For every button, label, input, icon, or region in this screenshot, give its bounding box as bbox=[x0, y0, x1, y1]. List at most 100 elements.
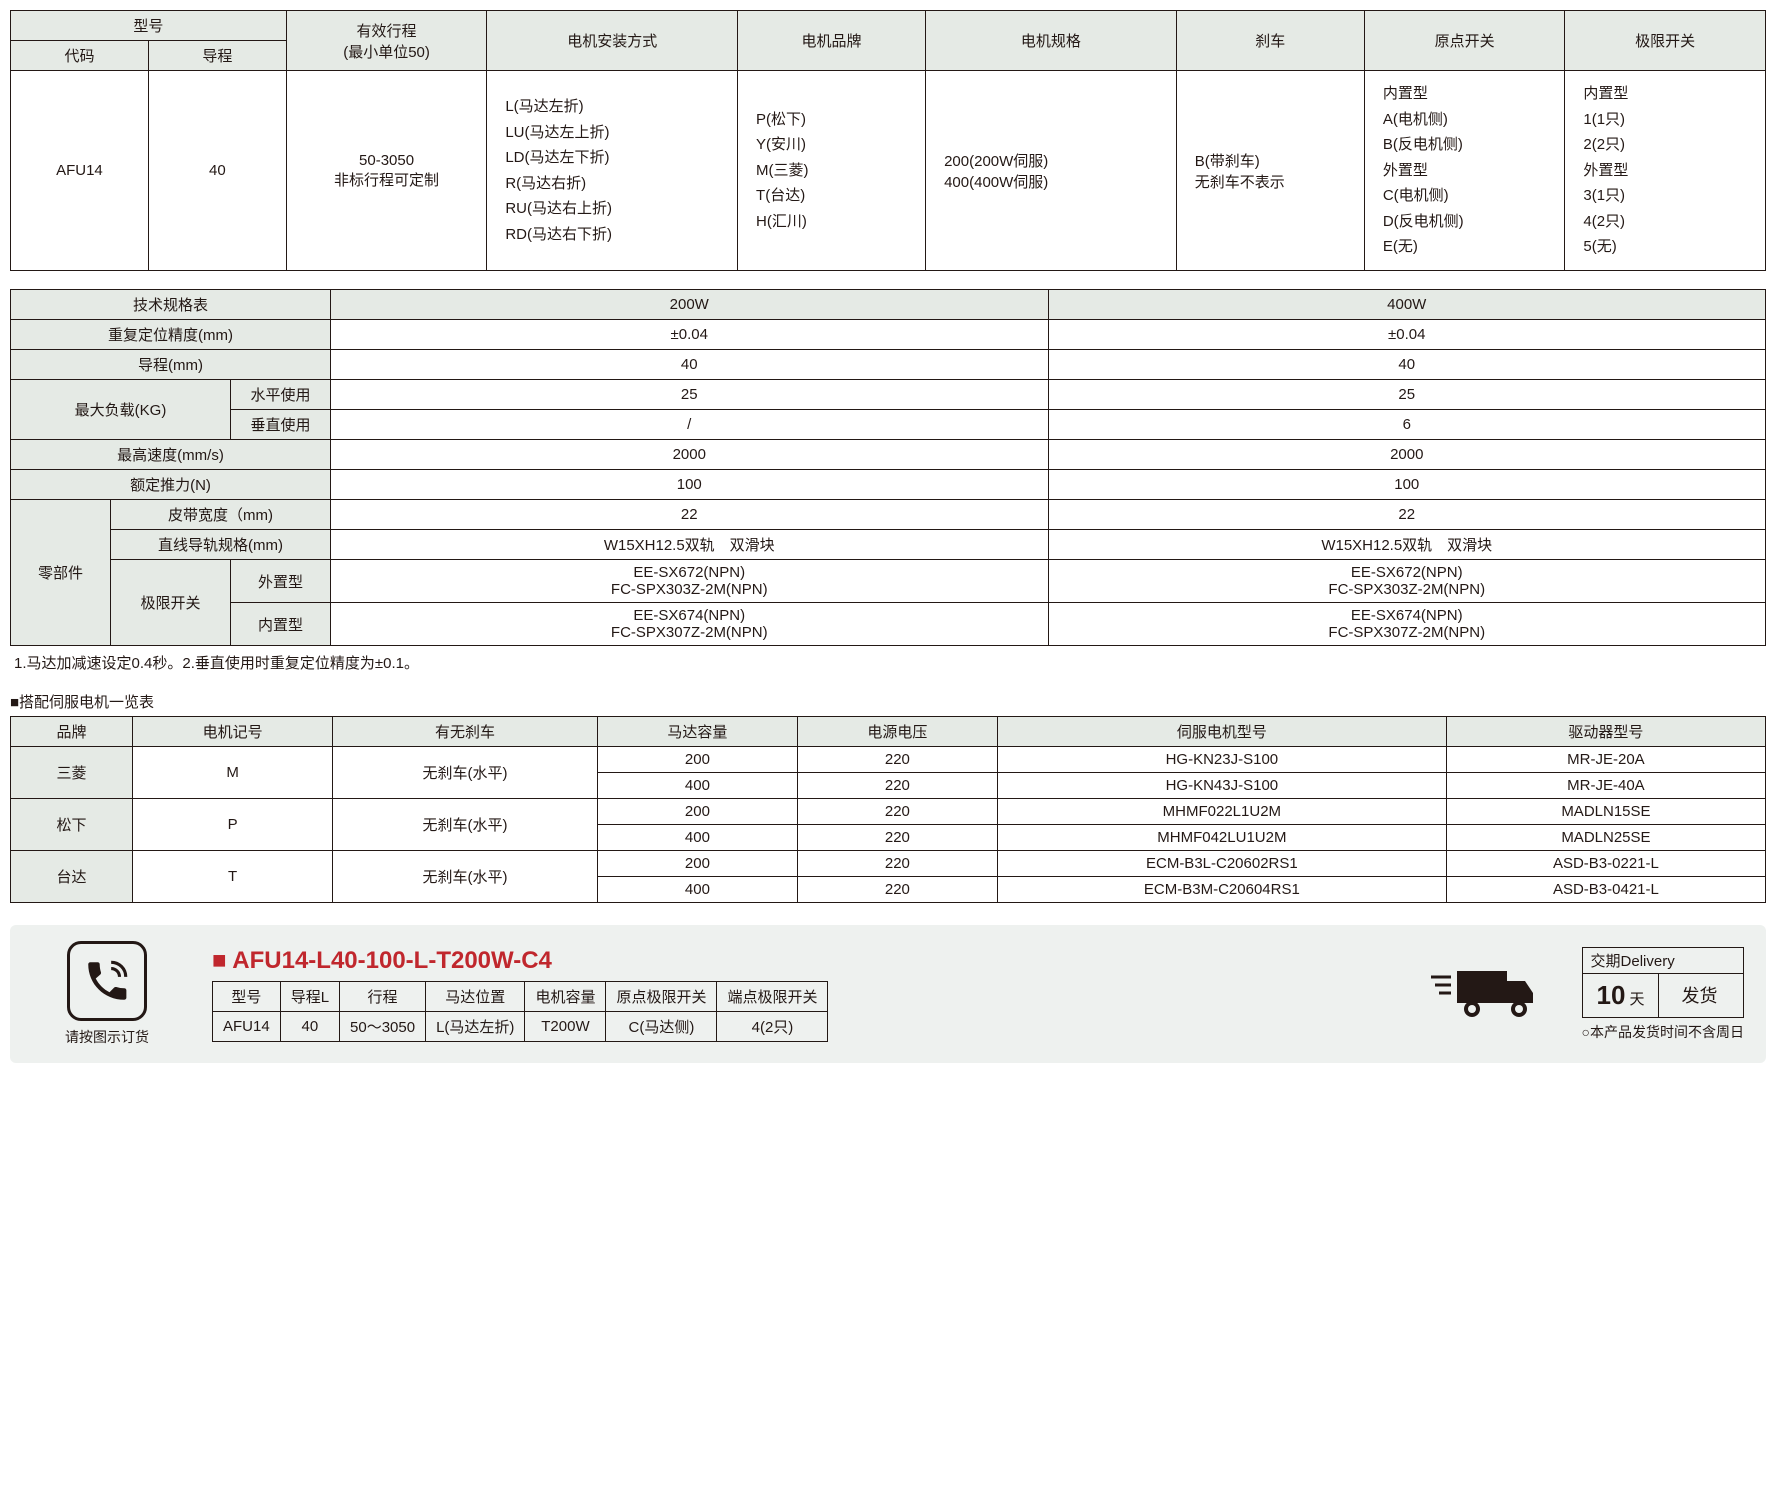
delivery-ship: 发货 bbox=[1659, 974, 1739, 1017]
t3-servo: ECM-B3L-C20602RS1 bbox=[997, 851, 1446, 877]
val-brake: B(带刹车) 无刹车不表示 bbox=[1176, 71, 1364, 271]
order-panel: 请按图示订货 AFU14-L40-100-L-T200W-C4 型号 导程L 行… bbox=[10, 925, 1766, 1063]
ov-pos: L(马达左折) bbox=[426, 1011, 525, 1041]
oh-limit: 端点极限开关 bbox=[717, 981, 828, 1011]
val-int-1: EE-SX674(NPN) FC-SPX307Z-2M(NPN) bbox=[331, 603, 1049, 646]
ov-model: AFU14 bbox=[213, 1011, 281, 1041]
oh-stroke: 行程 bbox=[340, 981, 426, 1011]
spec-table: 技术规格表 200W 400W 重复定位精度(mm) ±0.04 ±0.04 导… bbox=[10, 289, 1766, 646]
val-limit: 内置型 1(1只) 2(2只) 外置型 3(1只) 4(2只) 5(无) bbox=[1565, 71, 1766, 271]
val-speed-1: 2000 bbox=[331, 440, 1049, 470]
t3-brake: 无刹车(水平) bbox=[333, 851, 598, 903]
spec-note: 1.马达加减速设定0.4秒。2.垂直使用时重复定位精度为±0.1。 bbox=[14, 652, 1766, 673]
val-brand: P(松下) Y(安川) M(三菱) T(台达) H(汇川) bbox=[738, 71, 926, 271]
val-ext-1: EE-SX672(NPN) FC-SPX303Z-2M(NPN) bbox=[331, 560, 1049, 603]
val-load-h-1: 25 bbox=[331, 380, 1049, 410]
val-thrust-2: 100 bbox=[1048, 470, 1766, 500]
delivery-days: 10 bbox=[1597, 980, 1626, 1011]
hdr3-cap: 马达容量 bbox=[597, 717, 797, 747]
hdr3-brand: 品牌 bbox=[11, 717, 133, 747]
t3-cap: 400 bbox=[597, 825, 797, 851]
hdr-brand: 电机品牌 bbox=[738, 11, 926, 71]
servo-list-title: ■搭配伺服电机一览表 bbox=[10, 691, 1766, 712]
t3-cap: 200 bbox=[597, 799, 797, 825]
phone-label: 请按图示订货 bbox=[32, 1027, 182, 1047]
val-mount: L(马达左折) LU(马达左上折) LD(马达左下折) R(马达右折) RU(马… bbox=[487, 71, 738, 271]
hdr3-brake: 有无刹车 bbox=[333, 717, 598, 747]
val-load-h-2: 25 bbox=[1048, 380, 1766, 410]
ov-limit: 4(2只) bbox=[717, 1011, 828, 1041]
delivery-days-unit: 天 bbox=[1629, 988, 1644, 1009]
t3-cap: 400 bbox=[597, 773, 797, 799]
lab-ext: 外置型 bbox=[231, 560, 331, 603]
lab-load: 最大负载(KG) bbox=[11, 380, 231, 440]
lab-load-v: 垂直使用 bbox=[231, 410, 331, 440]
val-stroke: 50-3050 非标行程可定制 bbox=[286, 71, 487, 271]
oh-model: 型号 bbox=[213, 981, 281, 1011]
spec-title: 技术规格表 bbox=[11, 290, 331, 320]
hdr-lead: 导程 bbox=[148, 41, 286, 71]
hdr-stroke: 有效行程 (最小单位50) bbox=[286, 11, 487, 71]
lab-thrust: 额定推力(N) bbox=[11, 470, 331, 500]
order-example-table: 型号 导程L 行程 马达位置 电机容量 原点极限开关 端点极限开关 AFU14 … bbox=[212, 981, 828, 1042]
lab-belt: 皮带宽度（mm) bbox=[111, 500, 331, 530]
t3-servo: HG-KN23J-S100 bbox=[997, 747, 1446, 773]
t3-brake: 无刹车(水平) bbox=[333, 747, 598, 799]
hdr-spec: 电机规格 bbox=[926, 11, 1177, 71]
hdr-mount: 电机安装方式 bbox=[487, 11, 738, 71]
hdr-origin: 原点开关 bbox=[1364, 11, 1565, 71]
lab-repeat: 重复定位精度(mm) bbox=[11, 320, 331, 350]
lab-int: 内置型 bbox=[231, 603, 331, 646]
val-lead2-1: 40 bbox=[331, 350, 1049, 380]
hdr-brake: 刹车 bbox=[1176, 11, 1364, 71]
truck-icon bbox=[1412, 963, 1552, 1026]
hdr3-driver: 驱动器型号 bbox=[1446, 717, 1765, 747]
delivery-box: 交期Delivery 10 天 发货 bbox=[1582, 947, 1744, 1018]
t3-volt: 220 bbox=[797, 799, 997, 825]
val-code: AFU14 bbox=[11, 71, 149, 271]
t3-volt: 220 bbox=[797, 825, 997, 851]
t3-driver: MR-JE-20A bbox=[1446, 747, 1765, 773]
spec-col-200w: 200W bbox=[331, 290, 1049, 320]
oh-cap: 电机容量 bbox=[525, 981, 606, 1011]
val-load-v-2: 6 bbox=[1048, 410, 1766, 440]
t3-code: P bbox=[133, 799, 333, 851]
t3-driver: ASD-B3-0421-L bbox=[1446, 877, 1765, 903]
lab-lead2: 导程(mm) bbox=[11, 350, 331, 380]
val-repeat-2: ±0.04 bbox=[1048, 320, 1766, 350]
t3-cap: 200 bbox=[597, 747, 797, 773]
val-belt-2: 22 bbox=[1048, 500, 1766, 530]
t3-brake: 无刹车(水平) bbox=[333, 799, 598, 851]
oh-pos: 马达位置 bbox=[426, 981, 525, 1011]
lab-rail: 直线导轨规格(mm) bbox=[111, 530, 331, 560]
t3-code: T bbox=[133, 851, 333, 903]
hdr-model: 型号 bbox=[11, 11, 287, 41]
t3-brand: 三菱 bbox=[11, 747, 133, 799]
t3-driver: MR-JE-40A bbox=[1446, 773, 1765, 799]
ov-lead: 40 bbox=[280, 1011, 339, 1041]
t3-cap: 400 bbox=[597, 877, 797, 903]
t3-volt: 220 bbox=[797, 747, 997, 773]
t3-volt: 220 bbox=[797, 877, 997, 903]
t3-driver: MADLN15SE bbox=[1446, 799, 1765, 825]
t3-code: M bbox=[133, 747, 333, 799]
lab-speed: 最高速度(mm/s) bbox=[11, 440, 331, 470]
t3-volt: 220 bbox=[797, 851, 997, 877]
val-rail-1: W15XH12.5双轨 双滑块 bbox=[331, 530, 1049, 560]
ov-stroke: 50～3050 bbox=[340, 1011, 426, 1041]
t3-servo: MHMF042LU1U2M bbox=[997, 825, 1446, 851]
part-number: AFU14-L40-100-L-T200W-C4 bbox=[212, 947, 828, 975]
ov-cap: T200W bbox=[525, 1011, 606, 1041]
oh-origin: 原点极限开关 bbox=[606, 981, 717, 1011]
t3-servo: ECM-B3M-C20604RS1 bbox=[997, 877, 1446, 903]
t3-driver: MADLN25SE bbox=[1446, 825, 1765, 851]
spec-col-400w: 400W bbox=[1048, 290, 1766, 320]
hdr-code: 代码 bbox=[11, 41, 149, 71]
val-ext-2: EE-SX672(NPN) FC-SPX303Z-2M(NPN) bbox=[1048, 560, 1766, 603]
t3-brand: 台达 bbox=[11, 851, 133, 903]
lab-load-h: 水平使用 bbox=[231, 380, 331, 410]
t3-brand: 松下 bbox=[11, 799, 133, 851]
servo-motor-table: 品牌 电机记号 有无刹车 马达容量 电源电压 伺服电机型号 驱动器型号 三菱M无… bbox=[10, 716, 1766, 903]
t3-servo: HG-KN43J-S100 bbox=[997, 773, 1446, 799]
val-lead2-2: 40 bbox=[1048, 350, 1766, 380]
